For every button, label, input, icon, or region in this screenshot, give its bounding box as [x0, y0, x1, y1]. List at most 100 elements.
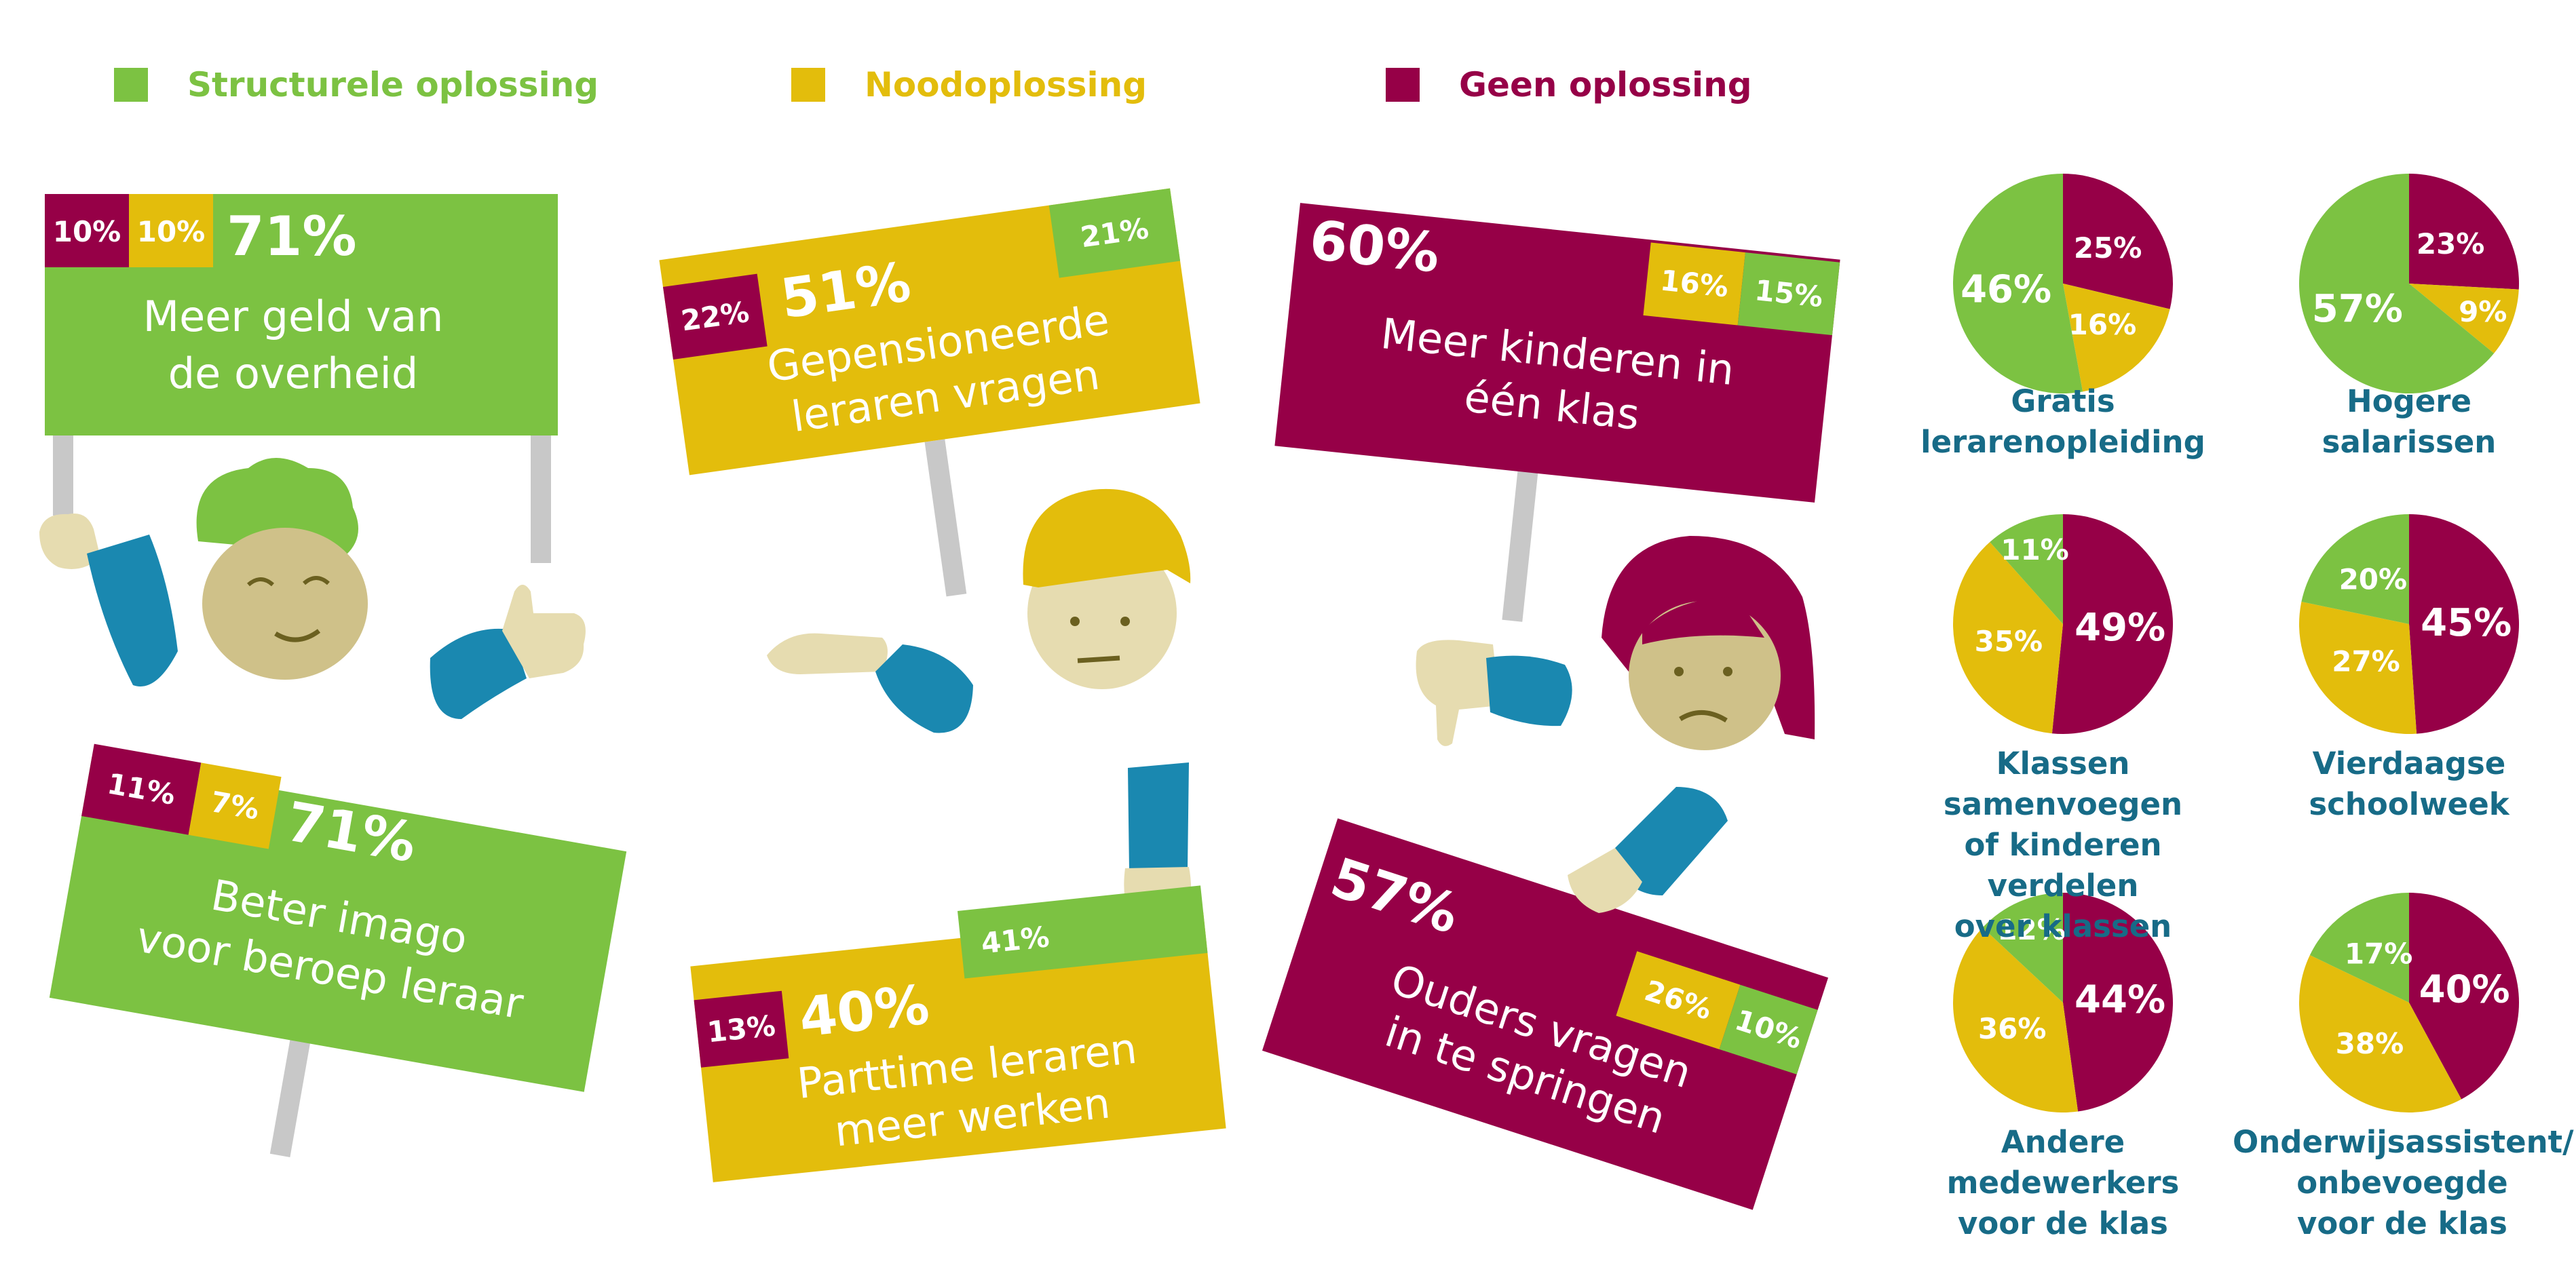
pie-label-structural: 46%: [1961, 268, 2051, 312]
pie-slice-none: [2063, 174, 2173, 309]
sign-pole: [1502, 464, 1539, 622]
pie-slice-emergency: [1953, 927, 2079, 1113]
pie-label-structural: 12%: [1997, 913, 2066, 946]
thumbs-up-icon: [502, 585, 586, 678]
thumbs-down-icon: [1416, 640, 1500, 746]
hand: [1568, 848, 1642, 913]
legend-swatch-none: [1386, 68, 1420, 102]
caption-line: over klassen: [1954, 908, 2172, 944]
sign-chip-structural: [957, 885, 1208, 979]
caption-line: lerarenopleiding: [1920, 424, 2205, 460]
caption-line: Hogere: [2346, 383, 2472, 419]
pie-slice-structural: [1982, 893, 2063, 1003]
sign-chip-none-label: 10%: [53, 215, 121, 248]
sign-chip-emergency: [1616, 951, 1741, 1049]
pie-caption: Vierdaagse schoolweek: [2239, 743, 2576, 825]
sign-chip-emergency: [129, 194, 213, 267]
caption-line: Klassen samenvoegen: [1943, 746, 2183, 822]
pie-slice-emergency: [1952, 542, 2063, 734]
sign-chip-structural-label: 41%: [979, 920, 1050, 960]
sign-chip-emergency-label: 16%: [1659, 263, 1730, 303]
pie-slice-structural: [2299, 173, 2495, 393]
legend-structural: Structurele oplossing: [114, 65, 599, 104]
pie-label-emergency: 9%: [2459, 295, 2507, 328]
pie-slice-emergency: [2299, 602, 2417, 734]
pie-caption: Gratis lerarenopleiding: [1893, 381, 2233, 463]
pie-slice-none: [2409, 514, 2520, 734]
sign-board: [690, 912, 1226, 1182]
caption-line: onbevoegde: [2296, 1165, 2508, 1201]
sign-main-percentage: 60%: [1307, 208, 1443, 285]
pie-slice-structural: [1952, 174, 2083, 393]
sign-parents-step-in: 26% 10% 57% Ouders vragen in te springen: [1262, 818, 1829, 1210]
pie-label-emergency: 36%: [1978, 1012, 2047, 1045]
holding-hand-icon: [1568, 787, 1728, 913]
pie-label-none: 23%: [2417, 227, 2485, 260]
pie-label-structural: 57%: [2312, 287, 2403, 331]
caption-line: Andere medewerkers: [1946, 1124, 2180, 1201]
sign-text-line: Meer geld van: [143, 292, 444, 341]
hair: [1023, 488, 1191, 587]
sign-pole: [53, 421, 73, 516]
sign-chip-emergency-label: 7%: [208, 785, 262, 826]
sleeve: [1128, 762, 1189, 871]
caption-line: Gratis: [2011, 383, 2115, 419]
sleeve: [875, 644, 973, 733]
pie-caption: Onderwijsassistent/ onbevoegde voor de k…: [2233, 1122, 2574, 1244]
sign-chip-none: [662, 273, 768, 360]
pie-label-structural: 11%: [2001, 533, 2069, 566]
pie-slice-emergency: [2063, 284, 2170, 392]
caption-line: Vierdaagse: [2312, 746, 2506, 781]
sign-board: [1262, 818, 1829, 1210]
sign-pole: [924, 439, 967, 597]
caption-line: of kinderen verdelen: [1964, 827, 2162, 904]
pie-slice-structural: [2301, 514, 2409, 624]
hair: [196, 458, 358, 555]
pie-label-none: 45%: [2421, 601, 2512, 645]
sign-pole: [269, 1026, 313, 1157]
pie-slice-structural: [2309, 893, 2409, 1003]
legend-swatch-emergency: [791, 68, 825, 102]
pie-label-emergency: 35%: [1975, 625, 2043, 658]
sign-text-line: de overheid: [168, 349, 418, 398]
pie-label-none: 49%: [2075, 606, 2165, 650]
legend-swatch-structural: [114, 68, 148, 102]
legend-emergency: Noodoplossing: [791, 65, 1147, 104]
pie-caption: Andere medewerkers voor de klas: [1893, 1122, 2233, 1244]
pie-slice-none: [2409, 893, 2519, 1100]
sleeve: [1486, 655, 1572, 727]
pie-charts: 25% 16% 46% 23% 9% 57% 49% 35% 11% 45% 27% 20% 44% 36…: [1952, 173, 2520, 1113]
sign-chip-structural-label: 15%: [1753, 273, 1824, 313]
pie-slice-none: [2409, 174, 2519, 290]
sign-more-children-per-class: 16% 15% 60% Meer kinderen in één klas: [1274, 203, 1840, 622]
sleeve: [87, 535, 178, 686]
legend-label-emergency: Noodoplossing: [865, 65, 1148, 104]
sign-main-percentage: 40%: [796, 973, 932, 1049]
caption-line: salarissen: [2322, 424, 2497, 460]
sign-chip-none: [45, 194, 129, 267]
pie-slice-none: [2051, 514, 2173, 734]
hand: [39, 513, 100, 569]
pie-caption: Hogere salarissen: [2239, 381, 2576, 463]
pie-caption: Klassen samenvoegen of kinderen verdelen…: [1893, 743, 2233, 947]
flat-hand: [767, 633, 888, 674]
pie-slice-emergency: [2299, 955, 2462, 1112]
pie-label-structural: 20%: [2339, 563, 2408, 596]
sign-pole: [531, 421, 551, 563]
caption-line: voor de klas: [1958, 1205, 2168, 1241]
sign-chip-none: [694, 990, 789, 1068]
caption-line: schoolweek: [2309, 786, 2509, 822]
sign-chip-structural: [1048, 188, 1181, 278]
sleeve: [1608, 787, 1728, 895]
legend-none: Geen oplossing: [1386, 65, 1752, 104]
sign-board: [49, 757, 627, 1092]
sign-better-image: 11% 7% 71% Beter imago voor beroep leraa…: [49, 743, 627, 1157]
pie-slice-none: [2063, 893, 2173, 1112]
sign-main-percentage: 71%: [227, 205, 356, 268]
sign-chip-none-label: 13%: [706, 1009, 777, 1049]
pie-label-none: 44%: [2075, 977, 2165, 1022]
sign-chip-emergency: [188, 762, 282, 849]
sign-retired-teachers: 22% 21% 51% Gepensioneerde leraren vrage…: [659, 188, 1200, 597]
sign-parttime-teachers: 13% 41% 40% Parttime leraren meer werken: [690, 885, 1226, 1182]
